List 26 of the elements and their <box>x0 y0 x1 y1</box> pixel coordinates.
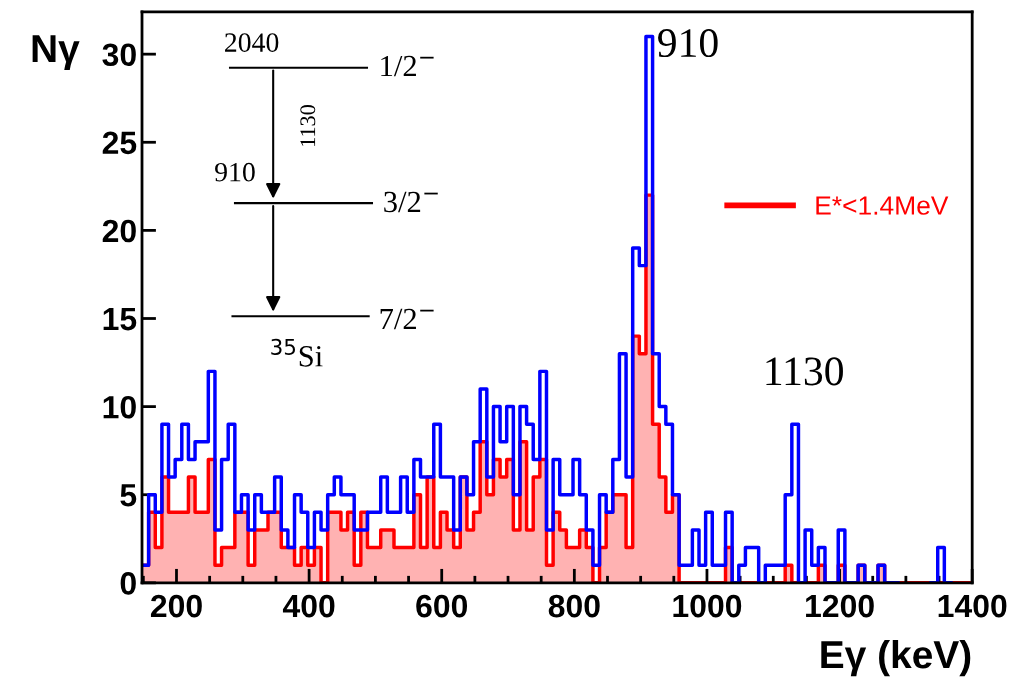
y-tick-label: 20 <box>102 219 136 243</box>
y-tick-label: 15 <box>103 308 137 331</box>
y-tick-label: 0 <box>120 572 136 595</box>
annotation: 910 <box>658 29 718 58</box>
annotation: 2040 <box>225 33 279 52</box>
y-tick-label: 5 <box>120 484 137 507</box>
x-tick-label: 600 <box>416 594 468 618</box>
y-axis-title: Nγ <box>32 35 80 70</box>
y-tick-label: 25 <box>102 131 137 155</box>
annotation: 910 <box>215 162 255 182</box>
annotation: 1130 <box>766 357 843 386</box>
annotation: $^{35}$Si <box>271 338 323 367</box>
legend-label: E*<1.4MeV <box>816 196 949 215</box>
annotation: 1/2$^{−}$ <box>381 55 434 77</box>
annotation: 3/2$^{−}$ <box>384 191 438 213</box>
annotation: 1130 <box>300 105 316 146</box>
y-tick-label: 10 <box>103 395 136 419</box>
x-tick-label: 200 <box>150 594 202 618</box>
x-tick-label: 800 <box>548 594 600 618</box>
y-tick-label: 30 <box>102 43 136 67</box>
annotation: 7/2$^{−}$ <box>380 308 434 330</box>
x-tick-label: 1400 <box>938 594 1007 618</box>
x-tick-label: 400 <box>282 594 335 618</box>
x-tick-label: 1200 <box>806 594 874 618</box>
x-tick-label: 1000 <box>673 594 742 618</box>
x-axis-title: Eγ (keV) <box>821 639 971 677</box>
